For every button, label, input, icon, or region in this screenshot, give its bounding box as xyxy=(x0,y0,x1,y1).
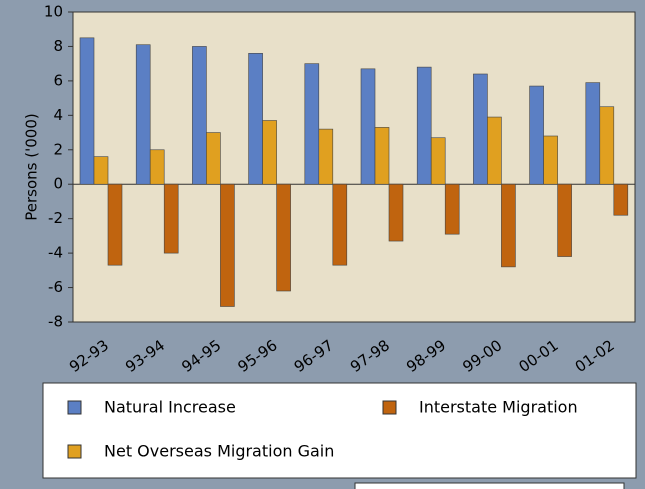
legend-label: Natural Increase xyxy=(104,398,236,417)
bar xyxy=(220,183,235,307)
legend-swatch xyxy=(67,400,82,415)
y-axis-label: Persons ('000) xyxy=(23,113,41,220)
y-tick-label: -6 xyxy=(48,278,63,296)
y-tick-label: 2 xyxy=(53,140,63,158)
legend-swatch xyxy=(67,444,82,459)
bar xyxy=(149,149,165,185)
legend-label: Interstate Migration xyxy=(419,398,578,417)
bar xyxy=(599,106,615,185)
bar xyxy=(388,183,404,242)
y-tick-label: -4 xyxy=(48,244,63,262)
y-tick-label: 10 xyxy=(44,3,63,21)
y-tick-label: 6 xyxy=(53,71,63,89)
bar xyxy=(206,132,221,185)
bar xyxy=(557,183,572,257)
bar xyxy=(192,46,207,185)
bar xyxy=(416,66,432,185)
bar xyxy=(79,37,95,185)
bar xyxy=(501,183,516,268)
bar xyxy=(585,82,601,185)
bar xyxy=(444,183,460,235)
bar xyxy=(473,73,488,185)
legend-swatch xyxy=(382,400,397,415)
bar xyxy=(543,135,558,185)
y-tick-label: -8 xyxy=(48,313,63,331)
bar xyxy=(93,156,109,185)
bar xyxy=(248,53,263,185)
legend-label: Net Overseas Migration Gain xyxy=(104,442,334,461)
bar xyxy=(107,183,123,266)
y-tick-label: 8 xyxy=(53,37,63,55)
bar xyxy=(135,44,151,185)
y-tick-label: -2 xyxy=(48,209,63,227)
bar xyxy=(613,183,629,216)
bar xyxy=(360,68,376,185)
y-tick-label: 4 xyxy=(53,106,63,124)
bar xyxy=(163,183,179,254)
bar xyxy=(374,127,390,185)
bar xyxy=(332,183,348,266)
bar xyxy=(430,137,446,185)
bar xyxy=(304,63,320,185)
legend-box xyxy=(42,382,637,479)
bar xyxy=(318,128,334,185)
footer-box xyxy=(354,482,625,489)
bar xyxy=(276,183,291,292)
bar xyxy=(262,120,277,185)
y-tick-label: 0 xyxy=(53,175,63,193)
bar xyxy=(529,85,544,185)
bar xyxy=(487,116,502,185)
